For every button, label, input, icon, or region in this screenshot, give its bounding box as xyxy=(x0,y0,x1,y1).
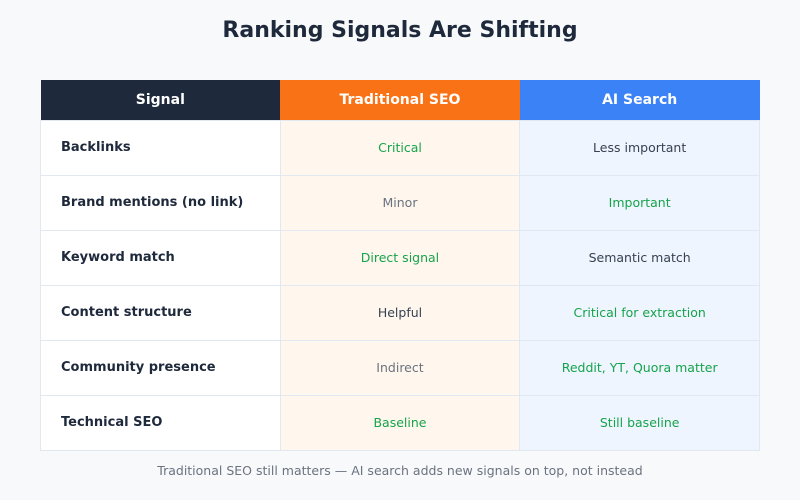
ai-cell: Important xyxy=(519,174,760,231)
signal-cell: Brand mentions (no link) xyxy=(40,174,281,231)
ai-cell: Semantic match xyxy=(519,229,760,286)
ai-cell: Critical for extraction xyxy=(519,284,760,341)
ai-cell: Reddit, YT, Quora matter xyxy=(519,339,760,396)
signal-cell: Backlinks xyxy=(40,119,281,176)
table-row: Community presence Indirect Reddit, YT, … xyxy=(40,339,760,396)
traditional-cell: Critical xyxy=(279,119,521,176)
traditional-cell: Baseline xyxy=(279,394,521,451)
table-header-row: Signal Traditional SEO AI Search xyxy=(40,80,760,120)
ai-cell: Still baseline xyxy=(519,394,760,451)
signal-cell: Technical SEO xyxy=(40,394,281,451)
column-header-traditional-seo: Traditional SEO xyxy=(280,80,520,120)
signal-cell: Keyword match xyxy=(40,229,281,286)
table-row: Brand mentions (no link) Minor Important xyxy=(40,174,760,231)
traditional-cell: Helpful xyxy=(279,284,521,341)
footnote: Traditional SEO still matters — AI searc… xyxy=(157,463,643,478)
table-row: Keyword match Direct signal Semantic mat… xyxy=(40,229,760,286)
page-title: Ranking Signals Are Shifting xyxy=(222,18,578,43)
table-row: Technical SEO Baseline Still baseline xyxy=(40,394,760,451)
comparison-table: Signal Traditional SEO AI Search Backlin… xyxy=(40,80,760,451)
ai-cell: Less important xyxy=(519,119,760,176)
traditional-cell: Minor xyxy=(279,174,521,231)
column-header-ai-search: AI Search xyxy=(519,80,760,120)
traditional-cell: Indirect xyxy=(279,339,521,396)
signal-cell: Community presence xyxy=(40,339,281,396)
table-row: Content structure Helpful Critical for e… xyxy=(40,284,760,341)
column-header-signal: Signal xyxy=(40,80,281,120)
signal-cell: Content structure xyxy=(40,284,281,341)
table-row: Backlinks Critical Less important xyxy=(40,119,760,176)
traditional-cell: Direct signal xyxy=(279,229,521,286)
